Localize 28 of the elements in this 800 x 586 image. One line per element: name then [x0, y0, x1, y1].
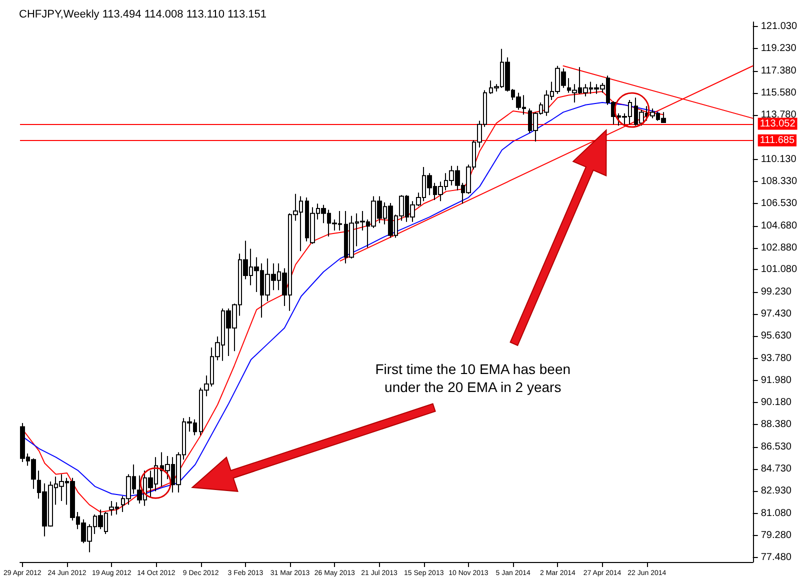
- y-tick-label: 113.780: [760, 109, 797, 120]
- y-tick-label: 84.730: [760, 463, 792, 474]
- y-tick-label: 115.580: [760, 87, 797, 98]
- y-tick-label: 104.680: [760, 220, 798, 232]
- ref-line-label: 111.685: [760, 134, 795, 146]
- y-tick-label: 108.330: [760, 176, 798, 187]
- y-tick-label: 106.530: [760, 198, 798, 209]
- y-tick-label: 110.130: [760, 154, 797, 165]
- y-tick-label: 86.530: [760, 442, 792, 453]
- y-tick-label: 102.880: [760, 242, 798, 254]
- y-tick-label: 81.080: [760, 508, 792, 519]
- chart-title: CHFJPY,Weekly 113.494 114.008 113.110 113.151: [19, 8, 266, 20]
- y-tick-label: 121.030: [760, 21, 798, 32]
- y-tick-label: 117.380: [760, 66, 797, 76]
- y-tick-label: 99.230: [760, 286, 792, 298]
- y-tick-label: 97.430: [760, 308, 792, 320]
- y-tick-label: 95.630: [760, 330, 792, 342]
- y-tick-label: 88.380: [760, 419, 792, 430]
- y-tick-label: 77.480: [760, 552, 792, 563]
- ref-line-label: 113.052: [760, 118, 796, 130]
- y-tick-label: 90.180: [760, 397, 792, 408]
- y-tick-label: 119.230: [760, 42, 797, 54]
- y-tick-label: 82.930: [760, 485, 792, 496]
- y-tick-label: 91.980: [760, 375, 792, 386]
- annotation: First time the 10 EMA has been under the 20 EMA in 2 years: [362, 360, 583, 396]
- y-tick-label: 101.080: [760, 264, 798, 276]
- y-tick-label: 93.780: [760, 353, 792, 364]
- y-tick-label: 79.280: [760, 530, 792, 541]
